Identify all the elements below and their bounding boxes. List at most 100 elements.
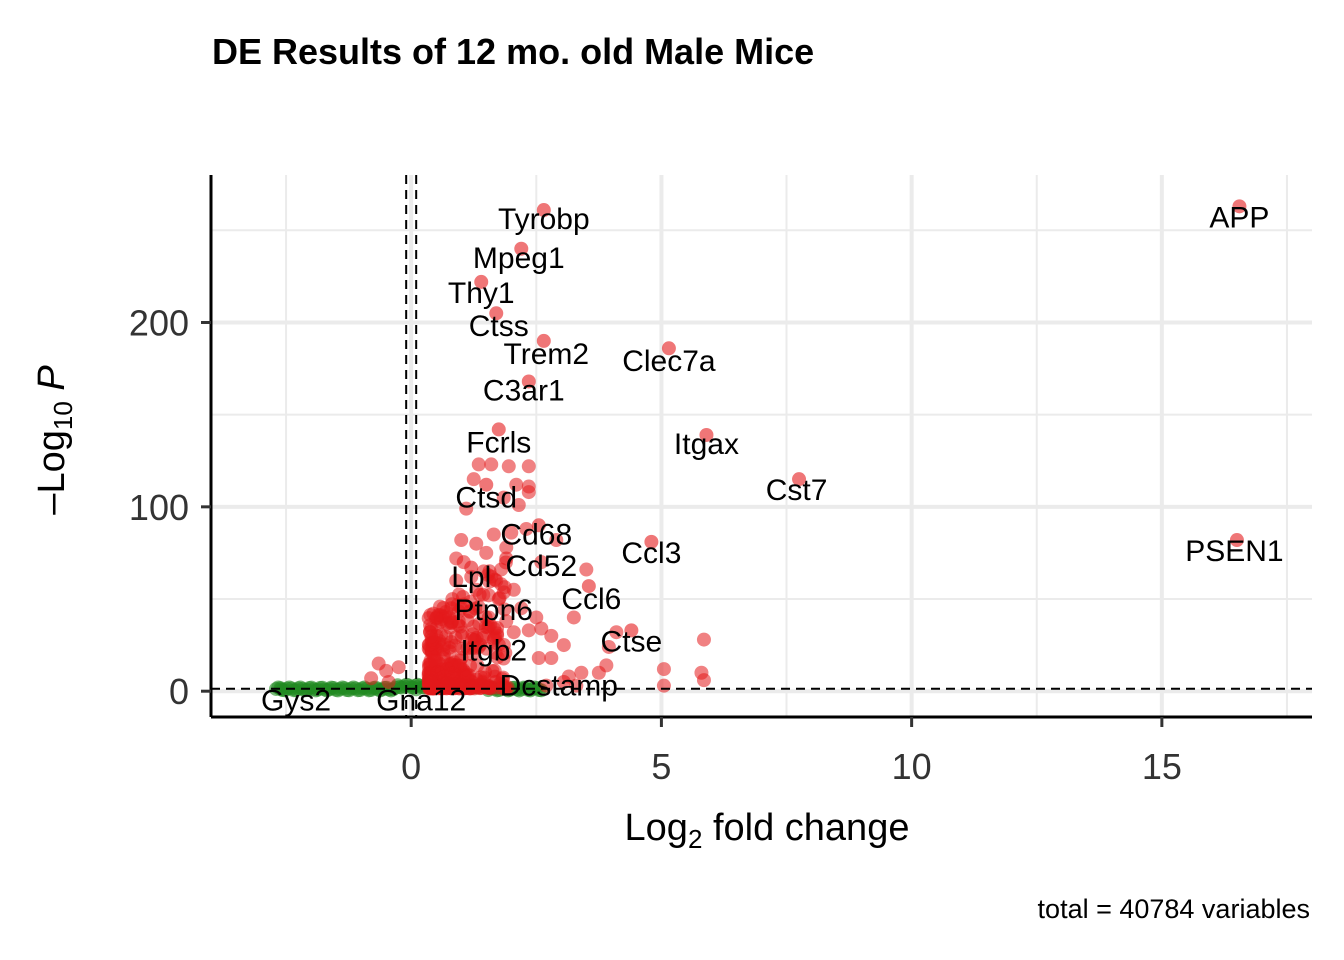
significant-point — [459, 501, 474, 516]
cutoff-lines — [211, 175, 1312, 717]
y-axis-ticks: 0 100 200 — [129, 302, 211, 712]
significant-point — [601, 639, 616, 654]
labeled-point-ctse — [624, 623, 639, 638]
significant-point — [609, 625, 624, 640]
significant-point — [574, 665, 589, 680]
labeled-point-ctss — [489, 306, 504, 321]
significant-point — [501, 459, 516, 474]
gene-label-psen1: PSEN1 — [1185, 535, 1283, 568]
significant-point — [469, 536, 484, 551]
gene-label-mpeg1: Mpeg1 — [473, 242, 565, 275]
significant-point — [531, 651, 546, 666]
significant-point — [591, 665, 606, 680]
significant-point — [484, 457, 499, 472]
significant-point — [544, 628, 559, 643]
x-axis-ticks: 0 5 10 15 — [401, 717, 1182, 787]
significant-point — [460, 641, 475, 656]
labeled-point-trem2 — [536, 333, 551, 348]
significant-point — [449, 573, 464, 588]
significant-point — [469, 582, 484, 597]
significant-point — [556, 638, 571, 653]
significant-point — [449, 551, 464, 566]
y-axis-title-rest: P — [31, 365, 73, 402]
significant-point — [479, 545, 494, 560]
gene-label-ctsd: Ctsd — [455, 482, 517, 515]
x-tick-label: 10 — [892, 746, 932, 787]
significant-point — [469, 630, 484, 645]
y-axis-title-subscript: 10 — [48, 401, 78, 430]
significant-point — [506, 625, 521, 640]
significant-point — [456, 681, 471, 696]
significant-point — [696, 673, 711, 688]
significant-point — [696, 632, 711, 647]
significant-point — [424, 632, 439, 647]
labeled-point-lpl — [464, 560, 479, 575]
significant-point — [381, 674, 396, 689]
significant-point — [451, 614, 466, 629]
labeled-point-itgax — [699, 427, 714, 442]
labeled-point-app — [1232, 199, 1247, 214]
y-tick-label: 0 — [169, 671, 189, 712]
gene-label-cst7: Cst7 — [766, 474, 828, 507]
labeled-point-c3ar1 — [521, 374, 536, 389]
x-tick-label: 5 — [651, 746, 671, 787]
gene-label-dcstamp: Dcstamp — [500, 670, 618, 703]
x-axis-title-rest: fold change — [702, 807, 909, 849]
gene-label-gys2: Gys2 — [261, 684, 331, 717]
significant-point — [428, 680, 443, 695]
y-tick-label: 100 — [129, 487, 189, 528]
labeled-point-cd68 — [531, 518, 546, 533]
significant-point — [476, 564, 491, 579]
x-axis-title: Log2 fold change — [625, 807, 910, 854]
labeled-point-ptpn6 — [491, 592, 506, 607]
significant-point — [486, 527, 501, 542]
significant-points — [274, 199, 1247, 697]
x-axis-title-main: Log — [625, 807, 688, 849]
labeled-point-thy1 — [474, 274, 489, 289]
significant-point — [521, 485, 536, 500]
significant-point — [364, 671, 379, 686]
y-axis-title-main: –Log — [31, 430, 73, 515]
significant-point — [514, 601, 529, 616]
significant-point — [481, 610, 496, 625]
significant-point — [437, 669, 452, 684]
significant-point — [466, 619, 481, 634]
significant-point — [473, 670, 488, 685]
significant-point — [504, 525, 519, 540]
x-tick-label: 0 — [401, 746, 421, 787]
significant-point — [379, 663, 394, 678]
gene-label-cd68: Cd68 — [500, 518, 572, 551]
y-tick-label: 200 — [129, 302, 189, 343]
significant-point — [549, 533, 564, 548]
gene-label-tyrobp: Tyrobp — [498, 203, 590, 236]
labeled-point-ccl3 — [644, 534, 659, 549]
significant-point — [534, 555, 549, 570]
significant-point — [466, 472, 481, 487]
significant-point — [471, 457, 486, 472]
gene-label-app: APP — [1209, 201, 1269, 234]
gene-label-clec7a: Clec7a — [622, 345, 716, 378]
significant-point — [566, 610, 581, 625]
significant-point — [499, 614, 514, 629]
grid-minor — [211, 175, 1312, 717]
significant-point — [519, 521, 534, 536]
significant-point — [489, 573, 504, 588]
labeled-point-gys2 — [274, 682, 289, 697]
gene-label-ptpn6: Ptpn6 — [455, 594, 533, 627]
significant-point — [427, 654, 442, 669]
y-axis-title: –Log10 P — [31, 365, 78, 515]
grid-major — [211, 175, 1312, 717]
significant-point — [490, 650, 505, 665]
significant-point — [433, 599, 448, 614]
chart-title: DE Results of 12 mo. old Male Mice — [212, 31, 814, 72]
labeled-point-ccl6 — [581, 579, 596, 594]
gene-label-itgb2: Itgb2 — [460, 635, 527, 668]
significant-point — [454, 533, 469, 548]
labeled-point-psen1 — [1229, 533, 1244, 548]
significant-point — [534, 621, 549, 636]
gene-label-lpl: Lpl — [451, 561, 491, 594]
gene-label-ctss: Ctss — [469, 310, 529, 343]
